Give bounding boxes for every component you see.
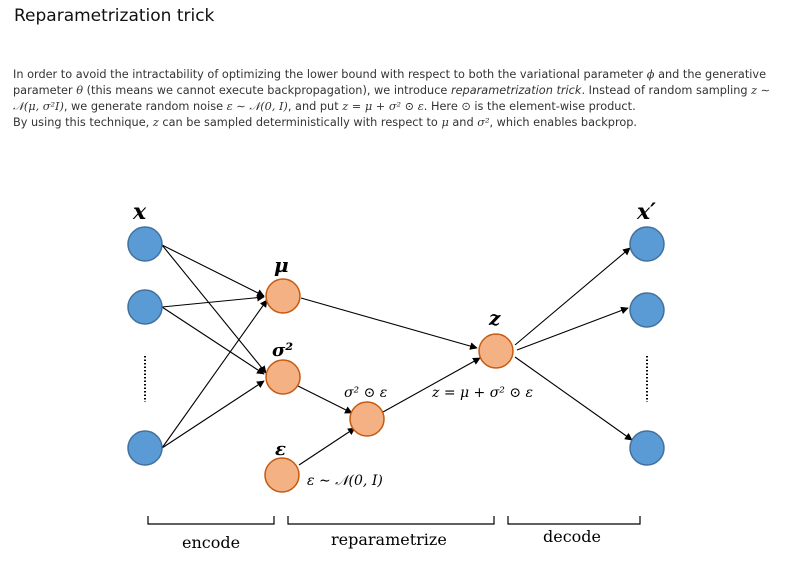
text: . Instead of random sampling: [581, 84, 752, 97]
edge-x2-sigma: [161, 306, 265, 375]
phi-symbol: ϕ: [646, 68, 655, 81]
section-reparametrize-label: reparametrize: [331, 530, 447, 549]
edge-x3-sigma: [161, 380, 265, 449]
z-node: [478, 333, 514, 369]
product-label: σ² ⊙ ε: [344, 385, 387, 401]
output-label: x′: [636, 199, 656, 225]
text: (this means we cannot execute backpropag…: [83, 84, 451, 97]
epsilon-label: ε: [275, 439, 286, 460]
text: . Here ⊙ is the element-wise product.: [423, 100, 636, 113]
edge-z-out3: [514, 356, 633, 441]
edge-epsilon-product: [298, 427, 356, 466]
input-node: [127, 226, 163, 262]
edge-product-z: [382, 357, 481, 413]
output-node: [629, 226, 665, 262]
z-expression-label: z = μ + σ² ⊙ ε: [431, 385, 533, 401]
text: ∼: [232, 100, 250, 113]
paragraph-1: In order to avoid the intractability of …: [13, 67, 783, 115]
section-brackets: [147, 516, 641, 525]
text: , and put: [287, 100, 343, 113]
decode-bracket: [507, 516, 641, 525]
edge-x1-sigma: [161, 244, 267, 374]
section-decode-label: decode: [543, 527, 601, 546]
text: and the generative parameter: [13, 68, 767, 97]
edge-x2-mu: [161, 293, 265, 308]
edge-sigma-product: [297, 385, 353, 414]
input-node: [127, 289, 163, 325]
text: ∼: [757, 84, 771, 97]
mu-label: μ: [274, 253, 289, 277]
output-node: [629, 292, 665, 328]
section-encode-label: encode: [182, 533, 240, 552]
distribution-formula: 𝒩(μ, σ²I): [13, 100, 64, 113]
sigma-label: σ²: [272, 340, 293, 361]
sigma-symbol: σ²: [477, 116, 490, 129]
epsilon-node: [264, 457, 300, 493]
emphasis: reparametrization trick: [450, 84, 582, 97]
epsilon-symbol: ε: [226, 100, 233, 113]
edge-mu-z: [300, 297, 478, 350]
text: and: [448, 116, 478, 129]
mu-node: [265, 278, 301, 314]
z-definition-formula: z = μ + σ² ⊙ ε: [342, 100, 424, 113]
text: can be sampled deterministically with re…: [158, 116, 442, 129]
input-layer: [127, 226, 163, 466]
noise-label: ε ∼ 𝒩(0, I): [307, 473, 383, 489]
theta-symbol: θ: [76, 84, 84, 97]
text: , we generate random noise: [63, 100, 227, 113]
sigma-node: [265, 359, 301, 395]
paragraph-2: By using this technique, z can be sample…: [13, 115, 783, 131]
reparametrize-bracket: [287, 516, 495, 525]
mu-symbol: μ: [441, 116, 449, 129]
z-symbol: z: [751, 84, 758, 97]
input-node: [127, 430, 163, 466]
text: In order to avoid the intractability of …: [13, 68, 647, 81]
z-label: z: [488, 306, 501, 330]
output-layer: [629, 226, 665, 466]
text: By using this technique,: [13, 116, 153, 129]
z-symbol: z: [152, 116, 159, 129]
page-title: Reparametrization trick: [14, 6, 215, 26]
latent-layer: [264, 278, 514, 493]
edge-z-out2: [516, 306, 629, 351]
encode-bracket: [147, 516, 275, 525]
noise-formula: 𝒩(0, I): [249, 100, 288, 113]
edge-x3-mu: [161, 299, 268, 449]
description: In order to avoid the intractability of …: [13, 67, 783, 131]
text: , which enables backprop.: [489, 116, 638, 129]
edge-z-out1: [514, 247, 631, 346]
product-node: [349, 401, 385, 437]
input-label: x: [132, 199, 147, 225]
edges: [161, 244, 633, 466]
edge-x1-mu: [161, 244, 265, 297]
output-node: [629, 430, 665, 466]
